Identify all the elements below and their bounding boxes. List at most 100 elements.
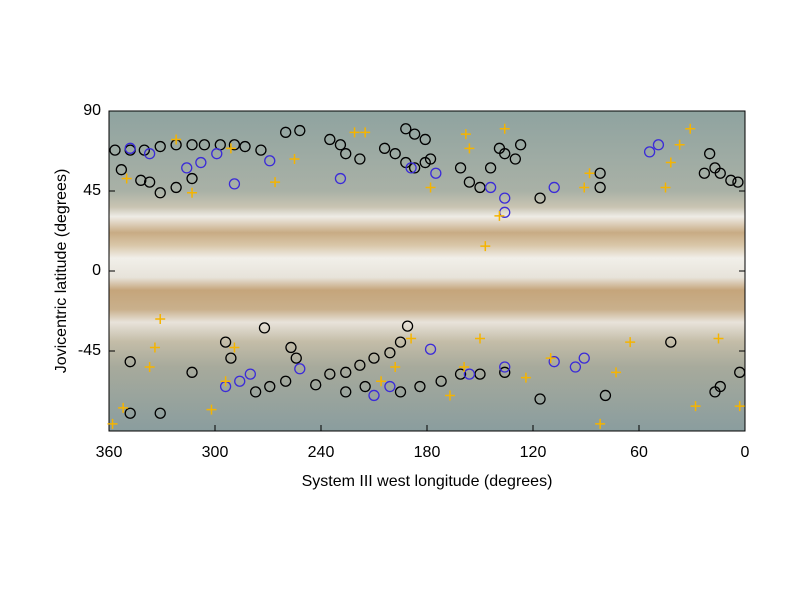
circle-marker (143, 148, 156, 160)
circle-marker (244, 368, 256, 380)
circle-marker (234, 375, 246, 387)
circle-marker (424, 153, 437, 165)
circle-marker (734, 366, 746, 378)
circle-marker (340, 386, 352, 398)
circle-marker (264, 380, 276, 393)
circle-marker (324, 368, 336, 380)
x-tick-label: 360 (96, 444, 123, 461)
x-tick-label: 180 (414, 444, 441, 461)
y-axis-title: Jovicentric latitude (degrees) (53, 169, 70, 374)
circle-marker (115, 164, 128, 176)
plus-marker (734, 401, 745, 412)
circle-marker (186, 366, 198, 378)
circle-marker (219, 336, 232, 348)
circle-marker (211, 148, 223, 160)
circle-marker (665, 336, 677, 348)
plus-marker (144, 362, 155, 372)
plus-marker (713, 333, 724, 344)
circle-marker (280, 375, 292, 387)
circle-marker (405, 162, 417, 174)
circle-marker (400, 123, 412, 135)
plus-marker (545, 353, 556, 364)
plus-marker (520, 372, 531, 383)
circle-marker (135, 174, 147, 186)
circle-marker (334, 172, 347, 185)
circle-marker (324, 133, 336, 146)
circle-marker (499, 361, 511, 373)
circle-marker (340, 148, 352, 160)
circle-marker (294, 363, 306, 375)
circle-marker (255, 144, 267, 156)
circle-marker (378, 142, 391, 154)
circle-marker (484, 181, 497, 194)
circle-marker (643, 146, 656, 158)
circle-marker (384, 380, 396, 393)
plus-marker (155, 314, 166, 324)
plus-marker (611, 367, 622, 378)
plus-marker (685, 123, 696, 134)
circle-marker (249, 386, 262, 398)
plus-marker (349, 127, 360, 138)
circle-marker (414, 380, 426, 393)
circle-marker (569, 361, 582, 373)
plus-marker (690, 401, 701, 412)
y-tick-label: 90 (83, 102, 101, 119)
x-tick-label: 120 (520, 444, 547, 461)
x-axis-title: System III west longitude (degrees) (302, 473, 553, 490)
circle-marker (354, 153, 366, 165)
circle-marker (599, 389, 612, 402)
circle-marker (285, 341, 297, 354)
circle-marker (514, 139, 527, 151)
y-tick-label: -45 (78, 342, 101, 359)
circle-marker (725, 174, 737, 186)
circle-marker (594, 181, 606, 194)
plus-marker (444, 390, 455, 401)
plus-marker (360, 127, 371, 138)
plus-marker (229, 342, 240, 353)
circle-marker (401, 320, 414, 332)
circle-marker (394, 386, 407, 398)
circle-marker (454, 368, 467, 380)
plus-marker (425, 182, 436, 193)
circle-marker (186, 139, 198, 151)
plus-marker (625, 337, 636, 348)
circle-marker (225, 352, 237, 364)
plus-marker (579, 182, 590, 193)
circle-marker (534, 393, 546, 405)
plus-marker (460, 129, 471, 140)
plus-marker (499, 123, 510, 134)
plus-marker (406, 333, 417, 344)
circle-marker (732, 176, 744, 188)
circle-marker (359, 380, 371, 393)
circle-marker (228, 139, 241, 151)
circle-marker (290, 352, 302, 364)
circle-marker (704, 148, 716, 160)
plus-marker (187, 187, 198, 198)
circle-marker (228, 178, 241, 190)
circle-marker (389, 148, 401, 160)
circle-marker (394, 336, 407, 348)
circle-marker (334, 139, 347, 151)
circle-marker (419, 133, 431, 146)
plot-background (109, 111, 745, 431)
circle-marker (195, 156, 207, 169)
plus-marker (665, 157, 676, 168)
plus-marker (171, 134, 182, 145)
y-tick-label: 0 (92, 262, 101, 279)
circle-marker (340, 366, 352, 378)
circle-marker (124, 356, 136, 368)
circle-marker (594, 167, 606, 179)
circle-marker (509, 153, 521, 165)
circle-marker (463, 176, 476, 188)
x-tick-label: 60 (630, 444, 648, 461)
circle-marker (181, 162, 193, 174)
plus-marker (118, 402, 129, 413)
circle-marker (186, 172, 198, 185)
circle-marker (143, 176, 156, 188)
plus-marker (225, 143, 236, 154)
circle-marker (548, 181, 560, 194)
plus-marker (289, 154, 300, 164)
circle-marker (548, 356, 560, 368)
plus-marker (107, 418, 118, 429)
plus-marker (459, 362, 470, 372)
